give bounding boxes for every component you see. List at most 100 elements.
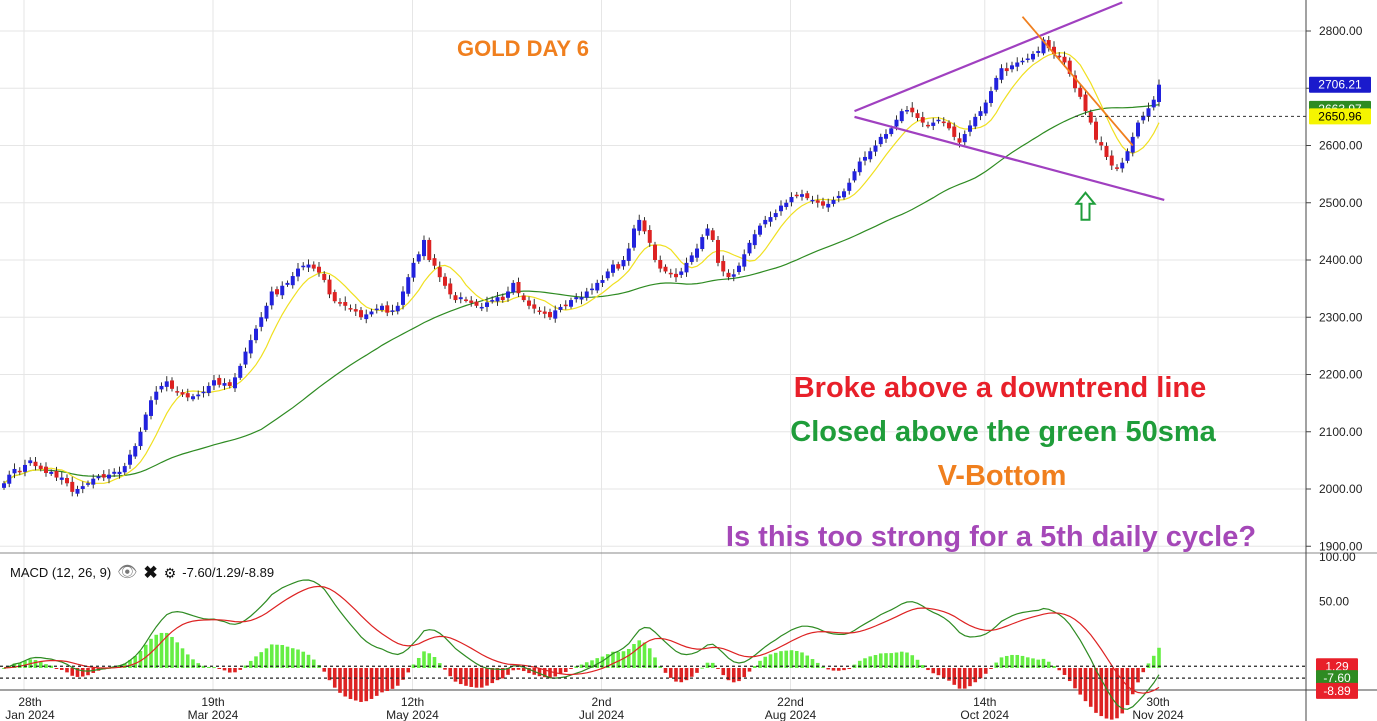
- candle-down: [915, 109, 920, 122]
- candle-down: [647, 225, 652, 247]
- candle-down: [101, 470, 106, 481]
- candle-up: [584, 287, 589, 301]
- candle-body: [332, 292, 337, 302]
- candle-body: [705, 228, 710, 236]
- candle-up: [96, 474, 101, 481]
- candle-body: [726, 272, 731, 278]
- candle-down: [952, 122, 957, 141]
- histogram-bar: [863, 658, 867, 668]
- histogram-bar: [17, 662, 22, 668]
- candle-body: [894, 119, 899, 127]
- candle-body: [1041, 39, 1046, 54]
- histogram-bar: [632, 644, 636, 668]
- candle-body: [1136, 122, 1140, 137]
- histogram-bar: [164, 632, 169, 668]
- candle-down: [532, 298, 537, 314]
- candle-up: [296, 262, 300, 282]
- candle-body: [44, 466, 48, 473]
- candle-up: [999, 64, 1004, 84]
- histogram-bar: [842, 668, 846, 671]
- histogram-bar: [527, 668, 531, 674]
- sma-fast-line: [3, 52, 1160, 485]
- date-tick-month: Oct 2024: [960, 708, 1009, 721]
- candle-up: [28, 457, 33, 466]
- histogram-bar: [689, 668, 694, 677]
- date-tick-month: Nov 2024: [1132, 708, 1184, 721]
- candle-body: [38, 465, 43, 469]
- candle-up: [752, 229, 757, 249]
- candle-body: [516, 281, 521, 294]
- candle-body: [143, 414, 148, 430]
- histogram-bar: [191, 659, 195, 668]
- close-icon[interactable]: ✖: [143, 562, 158, 582]
- candle-body: [1031, 53, 1035, 60]
- candle-down: [180, 389, 185, 397]
- candle-down: [70, 476, 75, 497]
- candle-body: [1125, 151, 1130, 161]
- candle-up: [86, 480, 90, 487]
- histogram-bar: [448, 668, 453, 677]
- candle-down: [317, 261, 321, 277]
- eye-icon[interactable]: 👁: [117, 563, 138, 581]
- candle-body: [569, 300, 573, 307]
- histogram-bar: [432, 657, 437, 668]
- price-tick-label: 2600.00: [1319, 139, 1363, 153]
- macd-values: -7.60/1.29/-8.89: [182, 565, 275, 580]
- candle-body: [973, 116, 978, 127]
- candle-down: [1115, 164, 1119, 172]
- histogram-bar: [931, 668, 936, 674]
- candle-body: [1146, 108, 1151, 117]
- histogram-bar: [1041, 658, 1046, 668]
- histogram-bar: [332, 668, 337, 688]
- candle-body: [80, 486, 85, 489]
- candle-down: [175, 386, 180, 396]
- candle-up: [191, 393, 195, 402]
- price-axis[interactable]: 1900.00 2000.00 2100.00 2200.00 2300.00 2400.…: [1306, 24, 1371, 699]
- candle-down: [1088, 109, 1093, 125]
- candle-down: [327, 275, 332, 299]
- histogram-bar: [327, 668, 332, 681]
- macd-value-label: -8.89: [1323, 684, 1351, 698]
- candle-body: [679, 271, 684, 275]
- candle-up: [164, 376, 169, 392]
- candle-down: [1099, 136, 1104, 151]
- histogram-bar: [758, 660, 762, 668]
- candle-body: [96, 476, 101, 479]
- candle-up: [280, 281, 285, 300]
- candle-body: [784, 202, 789, 207]
- candle-body: [222, 383, 227, 386]
- histogram-bar: [485, 668, 489, 686]
- candle-body: [227, 382, 232, 386]
- candle-body: [868, 151, 873, 160]
- candle-body: [427, 239, 432, 260]
- candle-down: [721, 255, 726, 277]
- candle-down: [353, 303, 358, 316]
- histogram-bar: [590, 660, 594, 668]
- candle-body: [306, 264, 311, 268]
- candle-body: [511, 282, 516, 293]
- candle-down: [227, 379, 232, 389]
- histogram-bar: [185, 654, 190, 668]
- histogram-bar: [973, 668, 978, 683]
- candle-body: [7, 474, 12, 484]
- candle-body: [416, 254, 421, 262]
- histogram-bar: [385, 668, 390, 692]
- candle-body: [75, 489, 80, 494]
- date-tick-month: Jan 2024: [5, 708, 55, 721]
- candle-body: [1109, 155, 1114, 166]
- candle-down: [448, 278, 453, 299]
- histogram-bar: [899, 651, 904, 668]
- candle-body: [107, 474, 111, 479]
- candle-down: [794, 191, 799, 199]
- histogram-bar: [311, 659, 316, 668]
- gear-icon[interactable]: ⚙: [163, 564, 177, 581]
- candle-up: [479, 302, 484, 312]
- candle-body: [889, 128, 894, 135]
- candle-up: [868, 147, 873, 163]
- histogram-bar: [254, 656, 258, 668]
- candle-up: [490, 296, 495, 304]
- candle-body: [453, 295, 458, 301]
- histogram-bar: [989, 668, 993, 669]
